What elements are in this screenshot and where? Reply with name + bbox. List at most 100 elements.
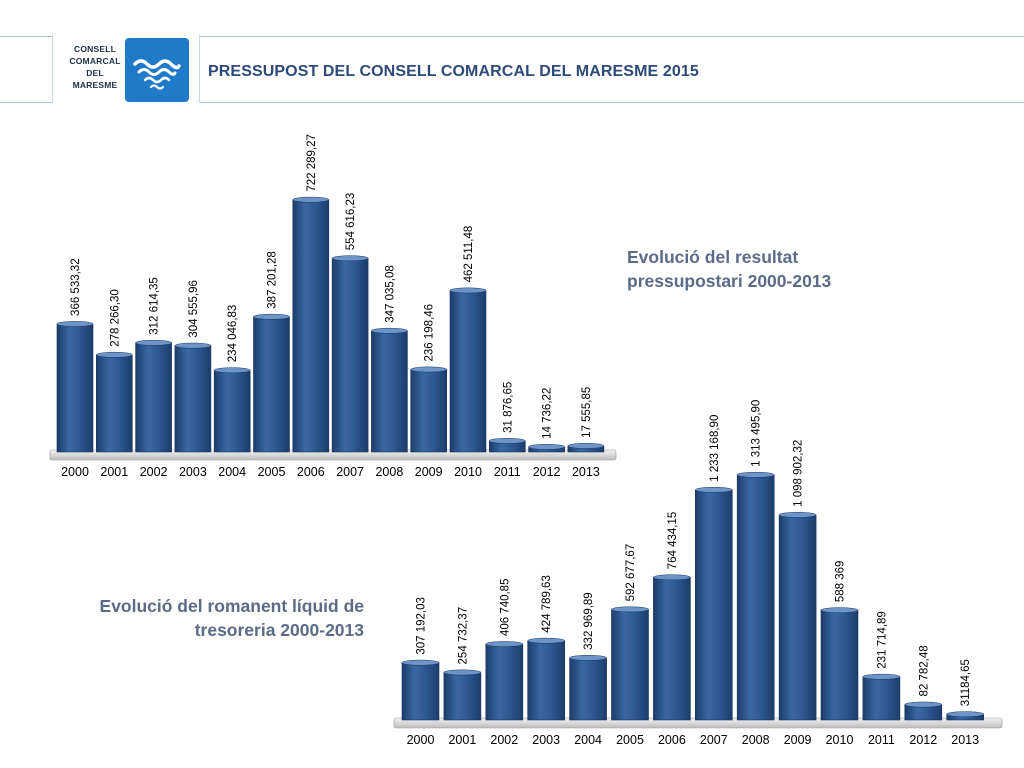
c1-data-label-2004: 234 046,83 bbox=[227, 305, 239, 363]
c1-tick-label-2006: 2006 bbox=[297, 465, 325, 479]
c1-tick-label-2011: 2011 bbox=[494, 465, 521, 479]
c1-bar-2000 bbox=[56, 323, 94, 453]
logo-mark bbox=[125, 38, 189, 102]
c2-bar-top-2001 bbox=[443, 669, 482, 676]
c2-tick-label-2012: 2012 bbox=[909, 733, 937, 747]
c2-bar-top-2003 bbox=[527, 637, 565, 644]
c2-bar-top-2002 bbox=[485, 641, 524, 647]
c1-bar-2001 bbox=[96, 354, 133, 453]
c1-bar-2002 bbox=[135, 342, 172, 453]
c1-data-label-2003: 304 555,96 bbox=[188, 280, 200, 338]
c1-data-label-2010: 462 511,48 bbox=[463, 226, 475, 283]
c2-data-label-2007: 1 233 168,90 bbox=[709, 415, 721, 482]
c2-bar-2003 bbox=[527, 640, 566, 721]
c2-bar-2008 bbox=[736, 474, 775, 721]
c2-tick-label-2008: 2008 bbox=[742, 733, 770, 747]
c2-data-label-2006: 764 434,15 bbox=[667, 512, 679, 570]
c2-data-label-2000: 307 192,03 bbox=[416, 597, 428, 655]
chart-1-title-line-1: Evolució del resultat bbox=[627, 247, 799, 267]
c1-data-label-2006: 722 289,27 bbox=[306, 134, 318, 192]
c2-data-label-2012: 82 782,48 bbox=[918, 645, 930, 696]
c2-bar-top-2004 bbox=[569, 654, 607, 661]
c1-bar-2008 bbox=[371, 330, 408, 453]
c2-data-label-2011: 231 714,89 bbox=[876, 611, 888, 669]
c2-data-label-2002: 406 740,85 bbox=[499, 579, 511, 637]
logo: CONSELL COMARCAL DEL MARESME bbox=[52, 35, 200, 103]
c2-tick-label-2009: 2009 bbox=[784, 733, 812, 747]
c2-bar-2007 bbox=[694, 489, 733, 721]
waves-icon bbox=[133, 59, 181, 90]
c1-bar-2006 bbox=[292, 199, 330, 453]
c1-tick-label-2009: 2009 bbox=[415, 465, 443, 479]
c2-tick-label-2013: 2013 bbox=[951, 733, 979, 747]
c1-data-label-2002: 312 614,35 bbox=[149, 277, 161, 335]
c2-bar-top-2007 bbox=[695, 486, 733, 493]
c1-bar-2010 bbox=[449, 290, 487, 453]
c1-bar-2004 bbox=[213, 369, 251, 453]
logo-text: CONSELL COMARCAL DEL MARESME bbox=[65, 43, 125, 91]
c1-bar-top-2000 bbox=[56, 321, 94, 327]
c1-tick-label-2008: 2008 bbox=[375, 465, 403, 479]
c2-tick-label-2003: 2003 bbox=[532, 733, 560, 747]
c2-bar-top-2009 bbox=[778, 512, 817, 518]
c1-data-label-2009: 236 198,46 bbox=[424, 304, 436, 362]
c1-tick-label-2002: 2002 bbox=[140, 465, 168, 479]
c2-bar-2010 bbox=[820, 609, 859, 721]
c2-bar-2002 bbox=[485, 643, 524, 721]
c2-bar-2005 bbox=[611, 609, 649, 721]
c1-tick-label-2001: 2001 bbox=[100, 465, 128, 479]
c2-tick-label-2007: 2007 bbox=[700, 733, 728, 747]
chart-2-title-line-1: Evolució del romanent líquid de bbox=[99, 596, 364, 616]
c1-bar-2003 bbox=[174, 345, 212, 453]
c1-bar-top-2007 bbox=[331, 255, 369, 262]
chart-resultat-pressupostari: 366 533,32 2000 278 266,30 2001 312 614,35 20… bbox=[49, 134, 617, 479]
c2-data-label-2003: 424 789,63 bbox=[541, 575, 553, 633]
c2-data-label-2005: 592 677,67 bbox=[625, 544, 637, 602]
c1-data-label-2005: 387 201,28 bbox=[266, 251, 278, 309]
c2-bar-top-2000 bbox=[401, 659, 440, 666]
c1-bar-2009 bbox=[410, 369, 448, 453]
header-bottom-line bbox=[0, 102, 1024, 103]
c1-data-label-2008: 347 035,08 bbox=[384, 265, 396, 323]
chart-1-title: Evolució del resultat pressupostari 2000… bbox=[627, 245, 947, 293]
c2-bar-2009 bbox=[778, 514, 817, 721]
page-title: PRESSUPOST DEL CONSELL COMARCAL DEL MARE… bbox=[208, 63, 699, 80]
c1-tick-label-2013: 2013 bbox=[572, 465, 600, 479]
c1-data-label-2007: 554 616,23 bbox=[345, 193, 357, 251]
c1-data-label-2000: 366 533,32 bbox=[70, 258, 82, 316]
c1-bar-top-2006 bbox=[292, 196, 330, 203]
c2-bar-top-2010 bbox=[820, 607, 859, 614]
logo-line-3: DEL bbox=[86, 68, 104, 78]
c2-tick-label-2006: 2006 bbox=[658, 733, 686, 747]
logo-line-2: COMARCAL bbox=[69, 56, 121, 66]
c1-data-label-2011: 31 876,65 bbox=[502, 382, 514, 433]
c2-tick-label-2005: 2005 bbox=[616, 733, 644, 747]
c2-tick-label-2004: 2004 bbox=[574, 733, 602, 747]
c2-data-label-2010: 588 369 bbox=[835, 561, 847, 603]
c1-bar-top-2005 bbox=[253, 313, 290, 320]
c1-bar-top-2011 bbox=[489, 438, 526, 444]
c2-data-label-2001: 254 732,37 bbox=[457, 607, 469, 665]
c2-data-label-2013: 31184,65 bbox=[960, 659, 972, 706]
c1-tick-label-2007: 2007 bbox=[336, 465, 364, 479]
c2-bar-2006 bbox=[653, 577, 691, 721]
c1-data-label-2001: 278 266,30 bbox=[109, 289, 121, 347]
c1-bar-2005 bbox=[253, 316, 290, 453]
c2-tick-label-2011: 2011 bbox=[868, 733, 895, 747]
c1-tick-label-2004: 2004 bbox=[218, 465, 246, 479]
c1-bar-top-2002 bbox=[135, 339, 172, 346]
logo-line-1: CONSELL bbox=[73, 44, 116, 54]
c2-bar-2011 bbox=[862, 676, 901, 721]
c1-tick-label-2005: 2005 bbox=[258, 465, 286, 479]
c1-data-label-2013: 17 555,85 bbox=[581, 387, 593, 438]
header-top-line bbox=[0, 36, 1024, 37]
c1-bar-top-2001 bbox=[96, 351, 133, 358]
c1-tick-label-2010: 2010 bbox=[454, 465, 482, 479]
logo-line-4: MARESME bbox=[72, 80, 118, 90]
c1-bar-2007 bbox=[331, 257, 369, 453]
c2-bar-2004 bbox=[569, 657, 607, 721]
c1-bar-top-2008 bbox=[371, 327, 408, 334]
c2-data-label-2008: 1 313 495,90 bbox=[751, 400, 763, 467]
chart-1-title-line-2: pressupostari 2000-2013 bbox=[627, 271, 832, 291]
